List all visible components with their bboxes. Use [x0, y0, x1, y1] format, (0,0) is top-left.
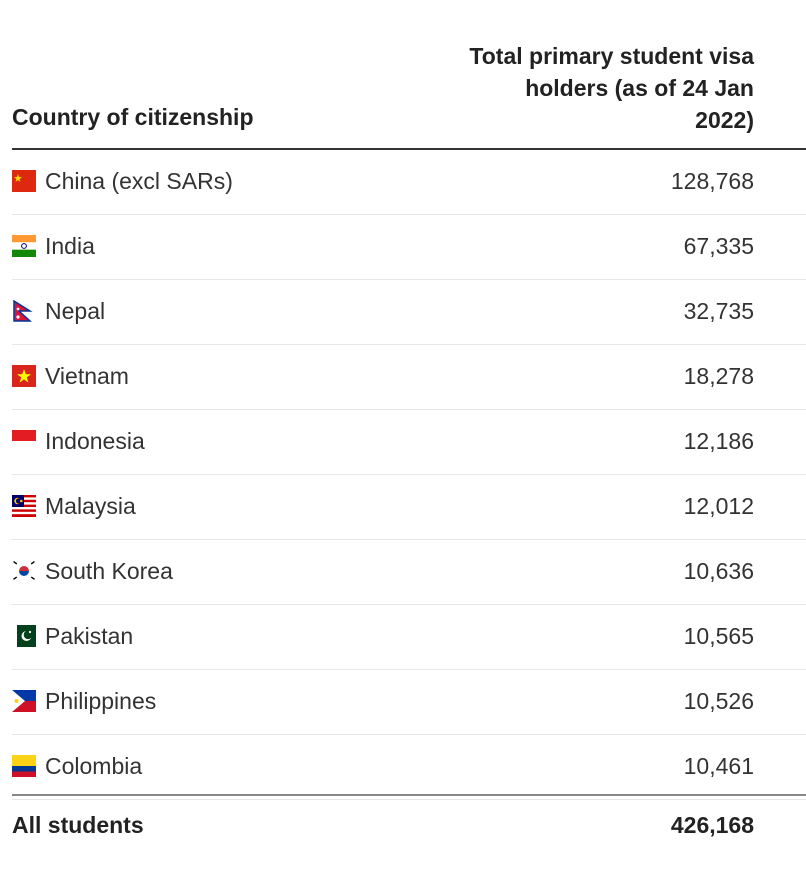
china-flag-icon [12, 170, 36, 192]
country-name: Indonesia [45, 428, 145, 454]
visa-count: 10,565 [683, 623, 754, 649]
table-row: Vietnam 18,278 [12, 345, 806, 410]
country-name: Nepal [45, 298, 106, 324]
table-row: South Korea 10,636 [12, 540, 806, 605]
malaysia-flag-icon [12, 495, 36, 517]
visa-count: 128,768 [670, 168, 754, 194]
country-name: Malaysia [45, 493, 136, 519]
indonesia-flag-icon [12, 430, 36, 452]
nepal-flag-icon [13, 300, 33, 322]
india-flag-icon [12, 235, 36, 257]
country-name: India [45, 233, 95, 259]
total-row: All students 426,168 [12, 810, 806, 850]
colombia-flag-icon [12, 755, 36, 777]
country-name: Vietnam [45, 363, 129, 389]
country-name: Colombia [45, 753, 143, 779]
country-name: Pakistan [45, 623, 134, 649]
visa-count: 10,461 [683, 753, 754, 779]
column-header-country: Country of citizenship [12, 104, 254, 130]
country-name: Philippines [45, 688, 157, 714]
visa-count: 12,012 [683, 493, 754, 519]
visa-count: 18,278 [683, 363, 754, 389]
pakistan-flag-icon [12, 625, 36, 647]
table-row: Nepal 32,735 [12, 280, 806, 345]
table-row: India 67,335 [12, 215, 806, 280]
south-korea-flag-icon [12, 560, 36, 582]
column-header-total: Total primary student visa holders (as o… [394, 40, 754, 136]
table-row: Philippines 10,526 [12, 670, 806, 735]
table-row: Indonesia 12,186 [12, 410, 806, 475]
header-divider [12, 148, 806, 150]
table-row: Colombia 10,461 [12, 735, 806, 800]
table-body: China (excl SARs) 128,768 India 67,335 N… [12, 150, 806, 800]
table-row: Malaysia 12,012 [12, 475, 806, 540]
column-header-total-line: Total primary student visa [469, 43, 754, 69]
table-row: China (excl SARs) 128,768 [12, 150, 806, 215]
country-name: China (excl SARs) [45, 168, 233, 194]
total-divider [12, 794, 806, 796]
total-value: 426,168 [670, 812, 754, 838]
table-row: Pakistan 10,565 [12, 605, 806, 670]
visa-count: 10,636 [683, 558, 754, 584]
visa-count: 12,186 [683, 428, 754, 454]
philippines-flag-icon [12, 690, 36, 712]
column-header-total-line: 2022) [695, 107, 754, 133]
country-name: South Korea [45, 558, 173, 584]
visa-count: 67,335 [683, 233, 754, 259]
visa-count: 32,735 [683, 298, 754, 324]
visa-count: 10,526 [683, 688, 754, 714]
column-header-total-line: holders (as of 24 Jan [525, 75, 754, 101]
total-label: All students [12, 812, 144, 838]
vietnam-flag-icon [12, 365, 36, 387]
